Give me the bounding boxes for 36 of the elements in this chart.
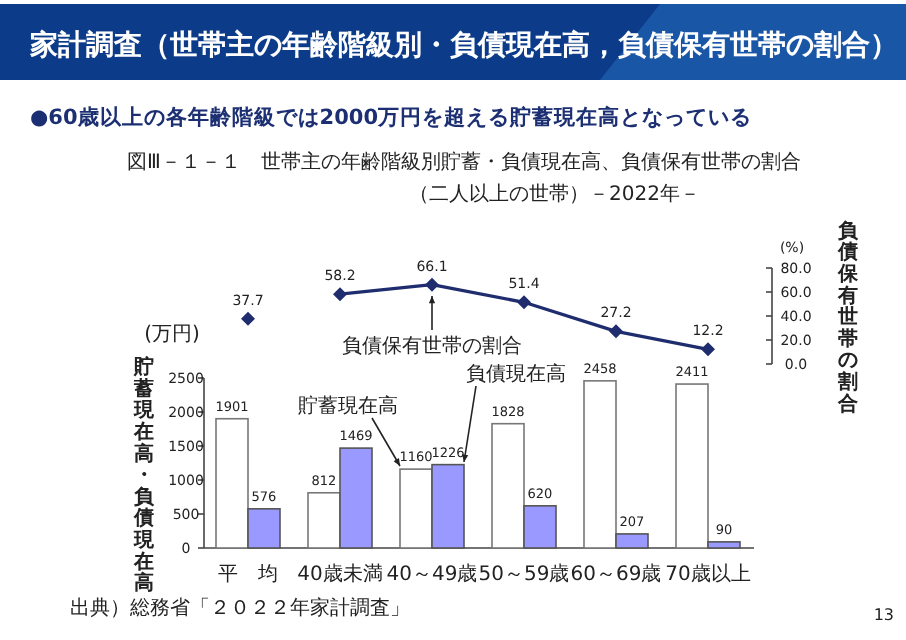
annotation: 貯蓄現在高 <box>298 394 398 418</box>
text: ●60歳以上の各年齢階級では2000万円を超える貯蓄現在高となっている <box>30 104 752 130</box>
bar <box>675 383 709 549</box>
source-note: 出典）総務省「２０２２年家計調査」 <box>70 596 410 620</box>
bar <box>491 422 525 549</box>
bar <box>431 463 465 549</box>
bar <box>523 505 557 549</box>
text: 貯蓄現在高・負債現在高 <box>134 357 154 596</box>
bar <box>583 380 617 549</box>
x-tick-label: 60～69歳 <box>570 562 662 586</box>
point <box>701 342 715 357</box>
point <box>425 277 439 292</box>
annotation: 負債現在高 <box>466 362 566 386</box>
x-tick-label: 平 均 <box>218 562 278 586</box>
point <box>609 324 623 339</box>
bar <box>215 417 249 549</box>
text: 13 <box>873 606 894 624</box>
chart-title: 図Ⅲ－１－１ 世帯主の年齢階級別貯蓄・負債現在高、負債保有世帯の割合 <box>127 150 801 174</box>
chart-subtitle: （二人以上の世帯）－2022年－ <box>409 182 700 206</box>
point <box>517 295 531 310</box>
bar <box>339 447 373 549</box>
y-axis-title: 負債保有世帯の割合 <box>342 334 522 358</box>
x-tick-label: 70歳以上 <box>665 562 751 586</box>
bar <box>307 491 341 549</box>
bar <box>399 468 433 549</box>
bar <box>615 533 649 549</box>
text: (万円) <box>144 324 200 346</box>
text: 負債保有世帯の割合 <box>838 220 858 416</box>
bar <box>247 508 281 549</box>
x-tick-label: 40歳未満 <box>297 562 383 586</box>
point <box>241 311 255 326</box>
x-tick-label: 50～59歳 <box>478 562 570 586</box>
x-tick-label: 40～49歳 <box>386 562 478 586</box>
bar <box>707 541 741 549</box>
text: 家計調査（世帯主の年齢階級別・負債現在高，負債保有世帯の割合） <box>28 28 898 62</box>
point <box>333 287 347 302</box>
